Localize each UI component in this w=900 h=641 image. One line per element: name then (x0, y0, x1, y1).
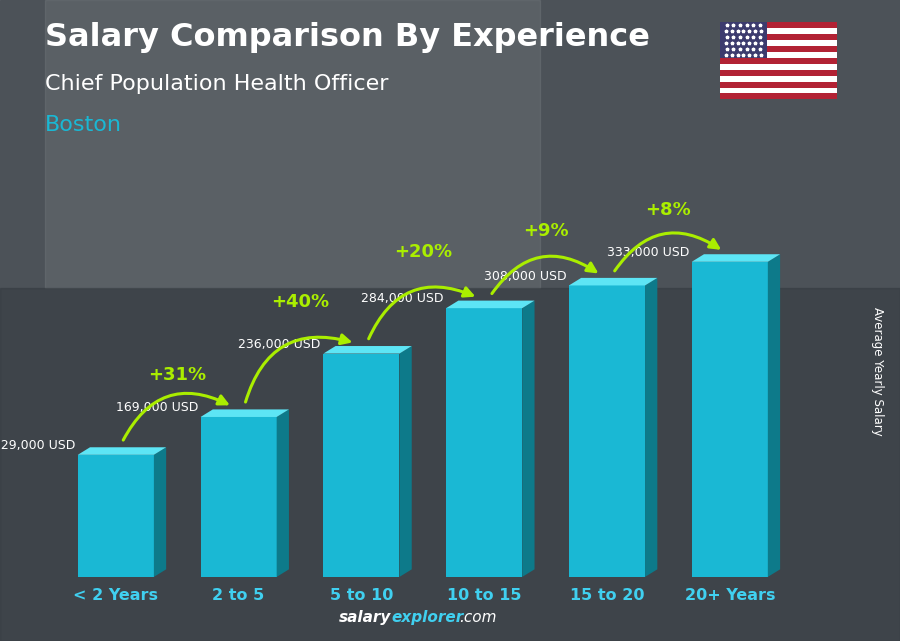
Bar (720, 94, 837, 99)
Text: Chief Population Health Officer: Chief Population Health Officer (45, 74, 389, 94)
Polygon shape (522, 301, 535, 577)
Polygon shape (569, 278, 657, 285)
Polygon shape (645, 278, 657, 577)
Polygon shape (201, 410, 289, 417)
Text: +8%: +8% (645, 201, 691, 219)
Text: 308,000 USD: 308,000 USD (484, 270, 566, 283)
Text: salary: salary (339, 610, 392, 625)
Bar (720, 76, 837, 81)
Polygon shape (692, 254, 780, 262)
Text: +9%: +9% (523, 222, 569, 240)
Text: +31%: +31% (148, 366, 206, 384)
Text: .com: .com (459, 610, 497, 625)
Bar (720, 46, 837, 52)
Polygon shape (446, 301, 535, 308)
Bar (0, 288, 900, 641)
Bar (77, 455, 154, 577)
Bar (720, 40, 837, 46)
Bar (569, 285, 645, 577)
Bar (720, 81, 837, 88)
Bar (201, 417, 276, 577)
Polygon shape (400, 346, 411, 577)
Polygon shape (154, 447, 166, 577)
Bar (720, 34, 837, 40)
Polygon shape (77, 447, 166, 455)
Text: Salary Comparison By Experience: Salary Comparison By Experience (45, 22, 650, 53)
Bar (720, 58, 837, 64)
Bar (720, 64, 837, 70)
Text: 333,000 USD: 333,000 USD (607, 246, 689, 259)
Text: Boston: Boston (45, 115, 122, 135)
Bar (720, 28, 837, 34)
Bar (720, 22, 837, 28)
Bar (446, 308, 522, 577)
Bar (720, 22, 767, 58)
Bar (720, 88, 837, 94)
Text: explorer: explorer (392, 610, 464, 625)
Text: 129,000 USD: 129,000 USD (0, 439, 76, 452)
Bar (45, 0, 540, 288)
Bar (692, 262, 768, 577)
Text: 169,000 USD: 169,000 USD (116, 401, 198, 414)
Text: 236,000 USD: 236,000 USD (238, 338, 321, 351)
Text: Average Yearly Salary: Average Yearly Salary (871, 308, 884, 436)
Bar (323, 354, 400, 577)
Polygon shape (323, 346, 411, 354)
Polygon shape (276, 410, 289, 577)
Polygon shape (768, 254, 780, 577)
Text: 284,000 USD: 284,000 USD (361, 292, 444, 305)
Bar (720, 52, 837, 58)
Text: +40%: +40% (271, 293, 329, 311)
Text: +20%: +20% (393, 243, 452, 261)
Bar (720, 70, 837, 76)
